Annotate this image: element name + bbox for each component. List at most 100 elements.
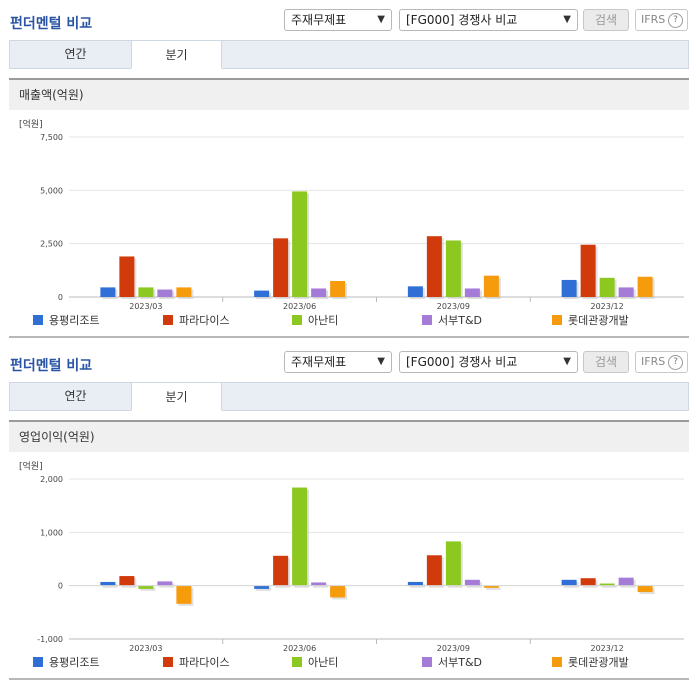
peer-group-select-value: [FG000] 경쟁사 비교 <box>406 13 518 27</box>
peer-group-select[interactable]: [FG000] 경쟁사 비교 ▼ <box>399 9 578 31</box>
chevron-down-icon: ▼ <box>377 356 385 367</box>
bar <box>292 191 308 297</box>
bar <box>580 578 596 586</box>
legend-label: 아난티 <box>308 656 338 669</box>
bar <box>254 290 270 297</box>
bar <box>119 256 135 297</box>
bar-shadow <box>256 587 272 591</box>
legend-label: 서부T&D <box>438 314 482 327</box>
bar <box>464 579 480 586</box>
legend-label: 서부T&D <box>438 656 482 669</box>
bar <box>100 581 116 586</box>
legend-swatch <box>33 315 43 325</box>
bar <box>561 279 577 297</box>
metric-title: 영업이익(억원) <box>9 420 689 452</box>
revenue-chart: [억원] 0 2,500 5,000 7,500 2023/03 2023/06 2023/0… <box>19 118 684 327</box>
bar <box>330 585 346 598</box>
x-tick-label: 2023/09 <box>437 302 470 311</box>
legend-label: 용평리조트 <box>49 656 100 669</box>
fundamental-section-2: 펀더멘털 비교 주재무제표 ▼ [FG000] 경쟁사 비교 ▼ 검색 IFRS… <box>0 342 696 684</box>
bar <box>254 585 270 589</box>
y-tick-label: 0 <box>58 293 63 302</box>
bar <box>483 585 499 588</box>
bar <box>311 288 327 297</box>
bar <box>426 236 442 297</box>
chart-panel: [억원] -1,000 0 1,000 2,000 2023/03 2023/06 2023/… <box>9 452 689 680</box>
bar <box>407 286 423 297</box>
y-unit-label: [억원] <box>19 460 43 472</box>
peer-group-select[interactable]: [FG000] 경쟁사 비교 ▼ <box>399 351 578 373</box>
x-tick-label: 2023/06 <box>283 644 316 653</box>
bar <box>176 287 192 297</box>
x-tick-label: 2023/03 <box>129 644 162 653</box>
chevron-down-icon: ▼ <box>377 14 385 25</box>
bar <box>483 275 499 297</box>
bar <box>561 579 577 586</box>
bar-shadow <box>601 585 617 588</box>
bar <box>119 576 135 586</box>
statement-select-value: 주재무제표 <box>291 13 347 27</box>
legend-label: 아난티 <box>308 314 338 327</box>
statement-select[interactable]: 주재무제표 ▼ <box>284 9 392 31</box>
operating-profit-chart: [억원] -1,000 0 1,000 2,000 2023/03 2023/06 2023/… <box>19 460 684 669</box>
period-tabs: 연간 분기 <box>9 382 689 411</box>
bar <box>311 582 327 586</box>
bar <box>445 240 461 297</box>
bar <box>445 541 461 586</box>
y-tick-label: 5,000 <box>40 186 63 195</box>
ifrs-help-button[interactable]: IFRS ? <box>635 351 688 373</box>
bar <box>599 277 615 297</box>
legend-label: 용평리조트 <box>49 314 100 327</box>
legend-swatch <box>552 315 562 325</box>
y-tick-label: 2,500 <box>40 240 63 249</box>
x-tick-label: 2023/12 <box>591 644 624 653</box>
legend-swatch <box>292 657 302 667</box>
legend-swatch <box>422 315 432 325</box>
legend-swatch <box>292 315 302 325</box>
bar <box>599 583 615 586</box>
y-tick-label: 1,000 <box>40 528 63 537</box>
legend-swatch <box>163 657 173 667</box>
bar <box>138 585 154 589</box>
search-button[interactable]: 검색 <box>583 351 629 373</box>
metric-title: 매출액(억원) <box>9 78 689 110</box>
bar <box>637 585 653 593</box>
x-tick-label: 2023/03 <box>129 302 162 311</box>
section-title: 펀더멘털 비교 <box>10 358 93 374</box>
period-tabs: 연간 분기 <box>9 40 689 69</box>
ifrs-label: IFRS <box>641 355 666 368</box>
legend-label: 파라다이스 <box>179 314 230 327</box>
chart-panel: [억원] 0 2,500 5,000 7,500 2023/03 2023/06 2023/0… <box>9 110 689 338</box>
statement-select[interactable]: 주재무제표 ▼ <box>284 351 392 373</box>
tab-annual[interactable]: 연간 <box>64 389 87 403</box>
tab-quarterly[interactable]: 분기 <box>131 40 222 69</box>
bar <box>426 555 442 586</box>
legend-swatch <box>552 657 562 667</box>
search-button[interactable]: 검색 <box>583 9 629 31</box>
tab-quarterly[interactable]: 분기 <box>131 382 222 411</box>
bar <box>618 287 634 297</box>
bar <box>157 289 173 297</box>
y-tick-label: 2,000 <box>40 475 63 484</box>
bar <box>157 581 173 586</box>
legend-label: 롯데관광개발 <box>568 656 629 669</box>
legend-label: 롯데관광개발 <box>568 314 629 327</box>
bar <box>330 281 346 297</box>
x-tick-label: 2023/06 <box>283 302 316 311</box>
bar <box>273 555 289 586</box>
bar-shadow <box>140 587 156 591</box>
x-tick-label: 2023/12 <box>591 302 624 311</box>
bar <box>138 287 154 297</box>
x-tick-label: 2023/09 <box>437 644 470 653</box>
bar <box>407 581 423 586</box>
y-tick-label: -1,000 <box>37 635 63 644</box>
section-title: 펀더멘털 비교 <box>10 16 93 32</box>
bar <box>637 276 653 297</box>
ifrs-label: IFRS <box>641 13 666 26</box>
legend-label: 파라다이스 <box>179 656 230 669</box>
ifrs-help-button[interactable]: IFRS ? <box>635 9 688 31</box>
bar-shadow <box>485 587 501 590</box>
fundamental-section-1: 펀더멘털 비교 주재무제표 ▼ [FG000] 경쟁사 비교 ▼ 검색 IFRS… <box>9 9 689 338</box>
tab-annual[interactable]: 연간 <box>64 47 87 61</box>
help-icon: ? <box>668 13 683 28</box>
